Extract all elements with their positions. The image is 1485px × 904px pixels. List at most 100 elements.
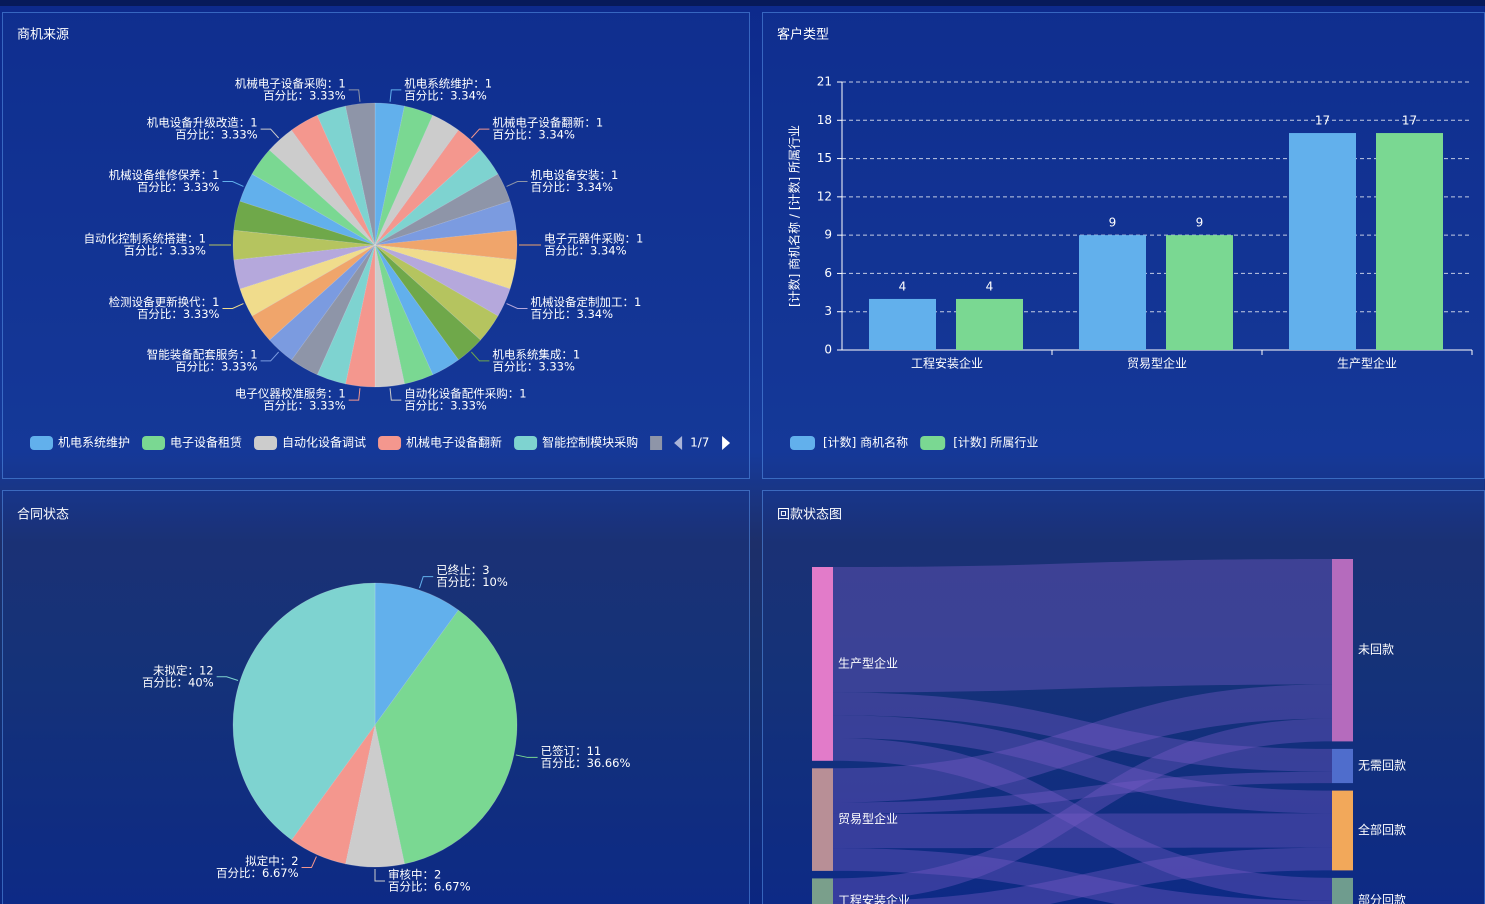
pie-slice (374, 244, 434, 385)
bar (1079, 235, 1146, 350)
pie-slice (345, 102, 376, 246)
label-line (348, 388, 361, 401)
sankey-node[interactable] (1332, 790, 1353, 871)
bar-value-label: 4 (899, 279, 907, 293)
legend-label[interactable]: 机械电子设备翻新 (406, 435, 502, 450)
legend-swatch[interactable] (514, 436, 538, 450)
node-label: 无需回款 (1358, 759, 1406, 773)
slice-label: 百分比：6.67% (216, 866, 299, 880)
slice-label: 机械电子设备翻新：1 (492, 116, 603, 130)
slice-label: 百分比：3.34% (492, 128, 575, 142)
legend-label[interactable]: [计数] 所属行业 (953, 435, 1038, 450)
pie-slice (374, 244, 499, 341)
sankey-link (833, 715, 1332, 814)
slice-label: 电子仪器校准服务：1 (235, 387, 346, 401)
pager-next[interactable] (722, 436, 731, 450)
pager-label: 1/7 (690, 436, 709, 450)
slice-label: 机械电子设备采购：1 (235, 76, 346, 90)
legend-swatch[interactable] (254, 436, 278, 450)
sankey-node[interactable] (812, 567, 833, 761)
panel-title: 回款状态图 (777, 508, 842, 523)
slice-label: 机械设备定制加工：1 (531, 295, 642, 309)
label-line (260, 351, 280, 362)
slice-label: 机电系统维护：1 (404, 76, 492, 90)
pie-slice (291, 244, 376, 376)
legend-swatch[interactable] (920, 436, 946, 450)
panel-title: 客户类型 (777, 27, 829, 43)
sankey-link (833, 559, 1332, 693)
slice-label: 百分比：3.34% (531, 180, 614, 194)
pie-slice (374, 200, 517, 246)
pie-slice (316, 244, 376, 385)
label-line (301, 856, 317, 869)
sankey-node[interactable] (1332, 877, 1353, 904)
pie-slice (269, 244, 376, 361)
node-label: 未回款 (1358, 643, 1394, 657)
sankey-node[interactable] (812, 878, 833, 904)
pie-slice (374, 244, 511, 317)
x-tick-label: 生产型企业 (1337, 356, 1397, 371)
label-line (222, 303, 244, 309)
label-line (216, 676, 239, 681)
slice-label: 机电设备升级改造：1 (147, 116, 258, 130)
y-tick-label: 6 (824, 266, 832, 280)
legend-swatch[interactable] (790, 436, 815, 450)
legend-swatch[interactable] (30, 436, 53, 450)
bar-value-label: 9 (1196, 216, 1204, 230)
bar-value-label: 17 (1315, 114, 1330, 128)
pie-slice (374, 582, 459, 726)
sankey-link (833, 771, 1332, 814)
slice-label: 百分比：10% (436, 575, 508, 589)
node-label: 工程安装企业 (838, 893, 910, 904)
pie-slice (232, 229, 376, 261)
x-tick-label: 工程安装企业 (911, 356, 983, 371)
legend-label[interactable]: 自动化设备调试 (282, 435, 366, 450)
slice-label: 百分比：36.66% (541, 756, 631, 770)
slice-label: 百分比：3.33% (175, 359, 258, 373)
label-line (506, 303, 528, 309)
legend-label[interactable]: 电子设备租赁 (170, 436, 242, 450)
legend-swatch[interactable] (378, 436, 402, 450)
x-tick-label: 贸易型企业 (1127, 356, 1187, 371)
bar (869, 298, 936, 350)
node-label: 全部回款 (1358, 822, 1406, 837)
sankey-link (833, 718, 1332, 902)
panel-title: 商机来源 (17, 28, 69, 43)
label-line (470, 128, 490, 139)
legend-swatch[interactable] (142, 436, 166, 450)
pager-prev[interactable] (674, 436, 683, 450)
y-tick-label: 0 (824, 343, 832, 357)
pie-slice (374, 173, 511, 246)
slice-label: 百分比：3.33% (123, 244, 206, 258)
slice-label: 已签订：11 (541, 744, 602, 758)
legend-label[interactable]: 智能控制模块采购 (542, 435, 638, 450)
node-label: 生产型企业 (838, 655, 898, 670)
slice-label: 百分比：3.34% (404, 88, 487, 102)
legend-label[interactable]: [计数] 商机名称 (823, 435, 908, 450)
pie-slice (374, 244, 405, 388)
label-line (348, 89, 361, 102)
pie-slice (233, 244, 376, 290)
pie-slice (374, 114, 459, 246)
slice-label: 检测设备更新换代：1 (109, 295, 220, 309)
legend-label[interactable]: 机电系统维护 (58, 436, 130, 450)
slice-label: 机械设备维修保养：1 (109, 168, 220, 182)
pie-slice (345, 724, 405, 868)
label-line (419, 576, 434, 589)
y-tick-label: 9 (824, 228, 832, 242)
sankey-node[interactable] (812, 768, 833, 871)
label-line (389, 388, 402, 401)
pie-slice (251, 244, 376, 341)
label-line (506, 181, 528, 187)
slice-label: 百分比：3.33% (175, 128, 258, 142)
slice-label: 百分比：3.34% (531, 307, 614, 321)
pie-slice (345, 244, 376, 388)
label-line (389, 89, 402, 102)
slice-label: 审核中：2 (388, 868, 441, 882)
sankey-node[interactable] (1332, 748, 1353, 784)
y-tick-label: 18 (817, 113, 832, 127)
label-line (222, 181, 244, 187)
sankey-node[interactable] (1332, 559, 1353, 742)
label-line (470, 351, 490, 362)
